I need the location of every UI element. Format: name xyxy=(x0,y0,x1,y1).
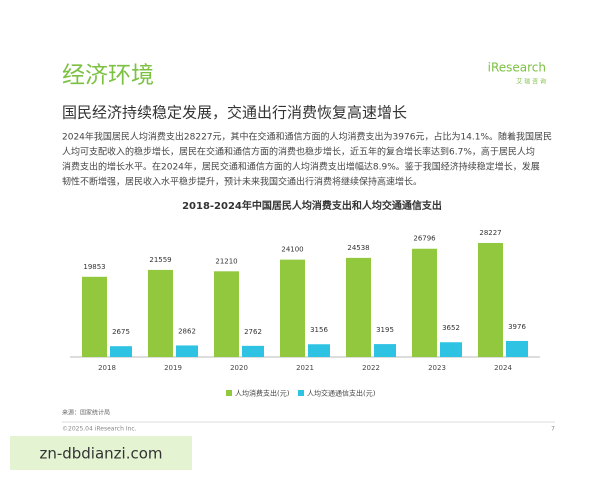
paragraph-line: 人均可支配收入的稳步增长，居民在交通和通信方面的消费也稳步增长，近五年的复合增长… xyxy=(62,146,535,158)
value-label: 3156 xyxy=(310,326,328,334)
x-tick-label: 2020 xyxy=(230,364,248,372)
x-tick-label: 2024 xyxy=(494,364,512,372)
watermark-box xyxy=(10,436,192,470)
page-number: 7 xyxy=(551,426,555,433)
legend-swatch xyxy=(226,390,232,396)
x-tick-label: 2019 xyxy=(164,364,182,372)
value-label: 2762 xyxy=(244,328,262,336)
bar xyxy=(506,340,528,357)
paragraph-line: 韧性不断增强，居民收入水平稳步提升，预计未来我国交通出行消费将继续保持高速增长。 xyxy=(62,176,422,188)
value-label: 21210 xyxy=(215,257,237,265)
value-label: 21559 xyxy=(149,256,171,264)
legend-label: 人均消费支出(元) xyxy=(235,389,290,398)
paragraph-line: 消费支出的增长水平。在2024年，居民交通和通信方面的人均消费支出增幅达8.9%… xyxy=(62,161,540,173)
bar xyxy=(110,346,132,357)
value-label: 26796 xyxy=(413,235,436,243)
paragraph-line: 2024年我国居民人均消费支出28227元，其中在交通和通信方面的人均消费支出为… xyxy=(62,131,552,143)
value-label: 28227 xyxy=(479,229,501,237)
bar xyxy=(148,269,173,357)
bar xyxy=(412,248,437,357)
source: 来源：国家统计局 xyxy=(62,409,110,417)
bar xyxy=(280,259,305,357)
x-tick-label: 2018 xyxy=(98,364,116,372)
bar xyxy=(478,242,503,357)
value-label: 3195 xyxy=(376,326,394,334)
x-tick-label: 2022 xyxy=(362,364,380,372)
copyright: ©2025.04 iResearch Inc. xyxy=(62,426,137,433)
legend-swatch xyxy=(298,390,304,396)
bar xyxy=(308,344,330,357)
legend-label: 人均交通通信支出(元) xyxy=(307,389,376,398)
bar xyxy=(440,342,462,357)
subtitle: 国民经济持续稳定发展，交通出行消费恢复高速增长 xyxy=(62,104,407,122)
value-label: 2675 xyxy=(112,328,130,336)
value-label: 24100 xyxy=(281,246,303,254)
watermark: zn-dbdianzi.com xyxy=(39,445,162,463)
chart-title: 2018-2024年中国居民人均消费支出和人均交通通信支出 xyxy=(182,199,442,212)
value-label: 19853 xyxy=(83,263,105,271)
value-label: 2862 xyxy=(178,327,196,335)
slide-title: 经济环境 xyxy=(62,63,154,89)
bar xyxy=(346,257,371,357)
x-tick-label: 2023 xyxy=(428,364,446,372)
bar xyxy=(176,345,198,357)
logo: iResearch xyxy=(488,61,546,75)
bar xyxy=(242,345,264,357)
x-tick-label: 2021 xyxy=(296,364,314,372)
value-label: 24538 xyxy=(347,244,369,252)
logo-sub: 艾 瑞 咨 询 xyxy=(516,78,546,86)
bar xyxy=(374,344,396,357)
value-label: 3976 xyxy=(508,323,526,331)
value-label: 3652 xyxy=(442,324,460,332)
bar xyxy=(82,276,107,357)
bar xyxy=(214,271,239,357)
